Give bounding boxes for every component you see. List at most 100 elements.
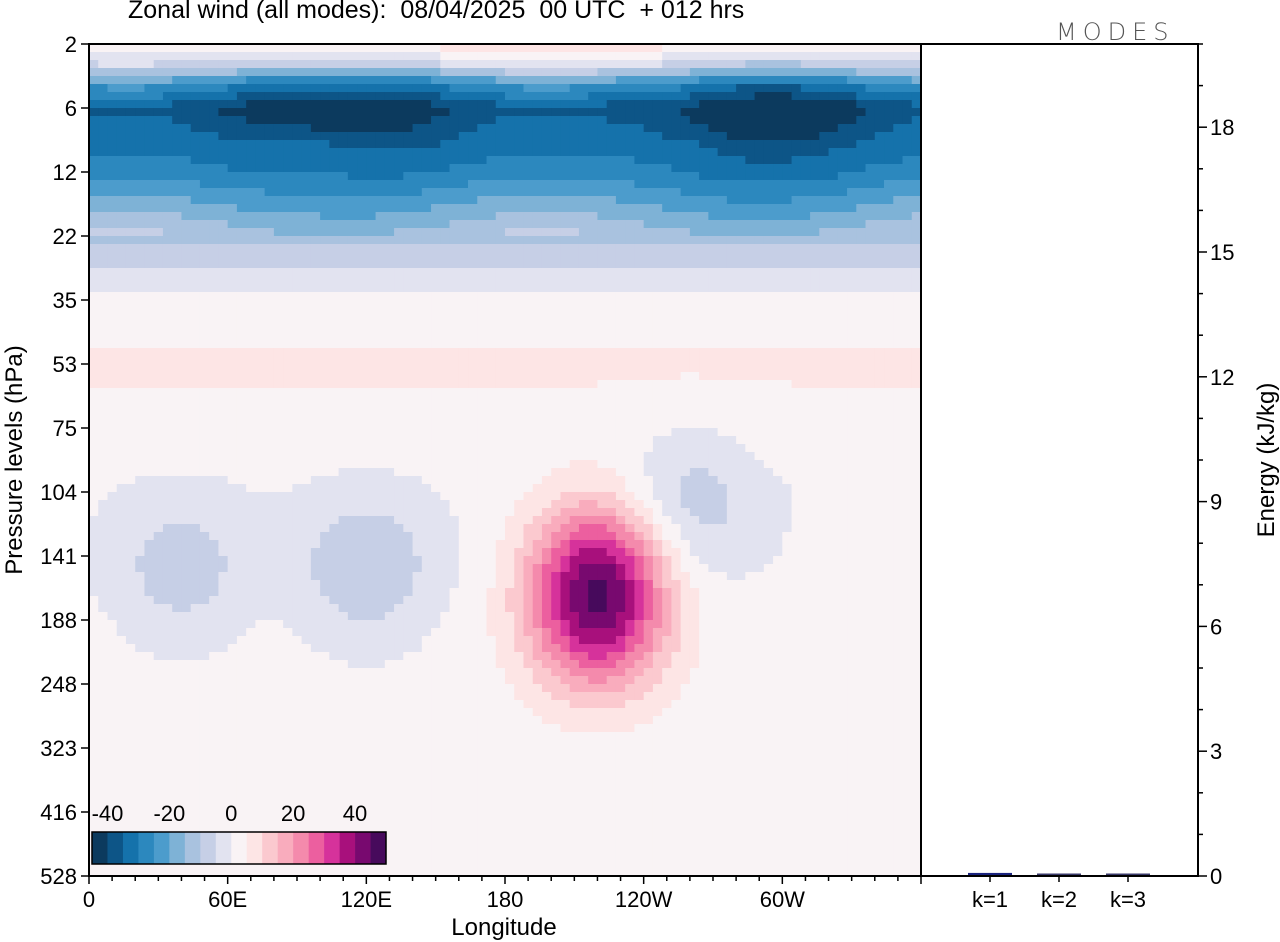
heatmap-cell	[689, 140, 700, 149]
heatmap-cell	[828, 388, 839, 397]
heatmap-cell	[551, 140, 562, 149]
heatmap-cell	[347, 220, 358, 229]
heatmap-cell	[763, 292, 774, 301]
heatmap-cell	[89, 164, 100, 173]
heatmap-cell	[403, 140, 414, 149]
heatmap-cell	[431, 156, 442, 165]
heatmap-cell	[320, 196, 331, 205]
heatmap-cell	[699, 60, 710, 69]
heatmap-cell	[144, 268, 155, 277]
heatmap-cell	[884, 356, 895, 365]
heatmap-cell	[412, 452, 423, 461]
heatmap-cell	[107, 340, 118, 349]
heatmap-cell	[680, 196, 691, 205]
heatmap-cell	[911, 100, 921, 109]
heatmap-cell	[791, 180, 802, 189]
heatmap-cell	[107, 460, 118, 469]
heatmap-cell	[199, 92, 210, 101]
heatmap-cell	[708, 244, 719, 253]
heatmap-cell	[689, 228, 700, 237]
heatmap-cell	[726, 236, 737, 245]
heatmap-cell	[218, 260, 229, 269]
heatmap-cell	[209, 444, 220, 453]
heatmap-cell	[357, 468, 368, 477]
heatmap-cell	[384, 44, 395, 53]
heatmap-cell	[532, 68, 543, 77]
heatmap-cell	[551, 476, 562, 485]
heatmap-cell	[514, 188, 525, 197]
heatmap-cell	[181, 124, 192, 133]
heatmap-cell	[384, 252, 395, 261]
heatmap-cell	[403, 412, 414, 421]
heatmap-cell	[431, 188, 442, 197]
heatmap-cell	[440, 340, 451, 349]
heatmap-cell	[394, 332, 405, 341]
heatmap-cell	[292, 204, 303, 213]
heatmap-cell	[292, 68, 303, 77]
heatmap-cell	[162, 180, 173, 189]
heatmap-cell	[227, 196, 238, 205]
heatmap-cell	[264, 468, 275, 477]
heatmap-cell	[726, 220, 737, 229]
heatmap-cell	[329, 140, 340, 149]
heatmap-cell	[116, 60, 127, 69]
heatmap-cell	[911, 372, 921, 381]
heatmap-cell	[615, 52, 626, 61]
heatmap-cell	[264, 460, 275, 469]
heatmap-cell	[911, 156, 921, 165]
heatmap-cell	[662, 164, 673, 173]
heatmap-cell	[421, 100, 432, 109]
heatmap-cell	[578, 60, 589, 69]
heatmap-cell	[810, 100, 821, 109]
heatmap-cell	[236, 100, 247, 109]
heatmap-cell	[199, 204, 210, 213]
heatmap-cell	[523, 148, 534, 157]
heatmap-cell	[199, 172, 210, 181]
heatmap-cell	[153, 292, 164, 301]
heatmap-cell	[699, 84, 710, 93]
heatmap-cell	[255, 284, 266, 293]
heatmap-cell	[468, 364, 479, 373]
heatmap-cell	[255, 140, 266, 149]
heatmap-cell	[477, 324, 488, 333]
heatmap-cell	[135, 452, 146, 461]
heatmap-cell	[578, 316, 589, 325]
heatmap-cell	[800, 124, 811, 133]
heatmap-cell	[902, 428, 913, 437]
heatmap-cell	[273, 420, 284, 429]
heatmap-cell	[736, 220, 747, 229]
heatmap-cell	[227, 412, 238, 421]
heatmap-cell	[652, 340, 663, 349]
heatmap-cell	[782, 420, 793, 429]
heatmap-cell	[810, 44, 821, 53]
heatmap-cell	[431, 396, 442, 405]
heatmap-cell	[569, 348, 580, 357]
heatmap-cell	[366, 140, 377, 149]
heatmap-cell	[107, 132, 118, 141]
heatmap-cell	[532, 316, 543, 325]
heatmap-cell	[736, 476, 747, 485]
heatmap-cell	[162, 196, 173, 205]
heatmap-cell	[218, 476, 229, 485]
heatmap-cell	[347, 156, 358, 165]
heatmap-cell	[902, 268, 913, 277]
heatmap-cell	[495, 452, 506, 461]
heatmap-cell	[643, 388, 654, 397]
heatmap-cell	[643, 236, 654, 245]
heatmap-cell	[431, 60, 442, 69]
heatmap-cell	[218, 100, 229, 109]
heatmap-cell	[172, 284, 183, 293]
heatmap-cell	[301, 300, 312, 309]
heatmap-cell	[292, 268, 303, 277]
heatmap-cell	[597, 396, 608, 405]
heatmap-cell	[791, 316, 802, 325]
heatmap-cell	[662, 428, 673, 437]
heatmap-cell	[532, 252, 543, 261]
heatmap-cell	[865, 164, 876, 173]
heatmap-cell	[865, 452, 876, 461]
heatmap-cell	[782, 380, 793, 389]
heatmap-cell	[837, 372, 848, 381]
heatmap-cell	[320, 332, 331, 341]
heatmap-cell	[541, 428, 553, 437]
heatmap-cell	[745, 252, 756, 261]
